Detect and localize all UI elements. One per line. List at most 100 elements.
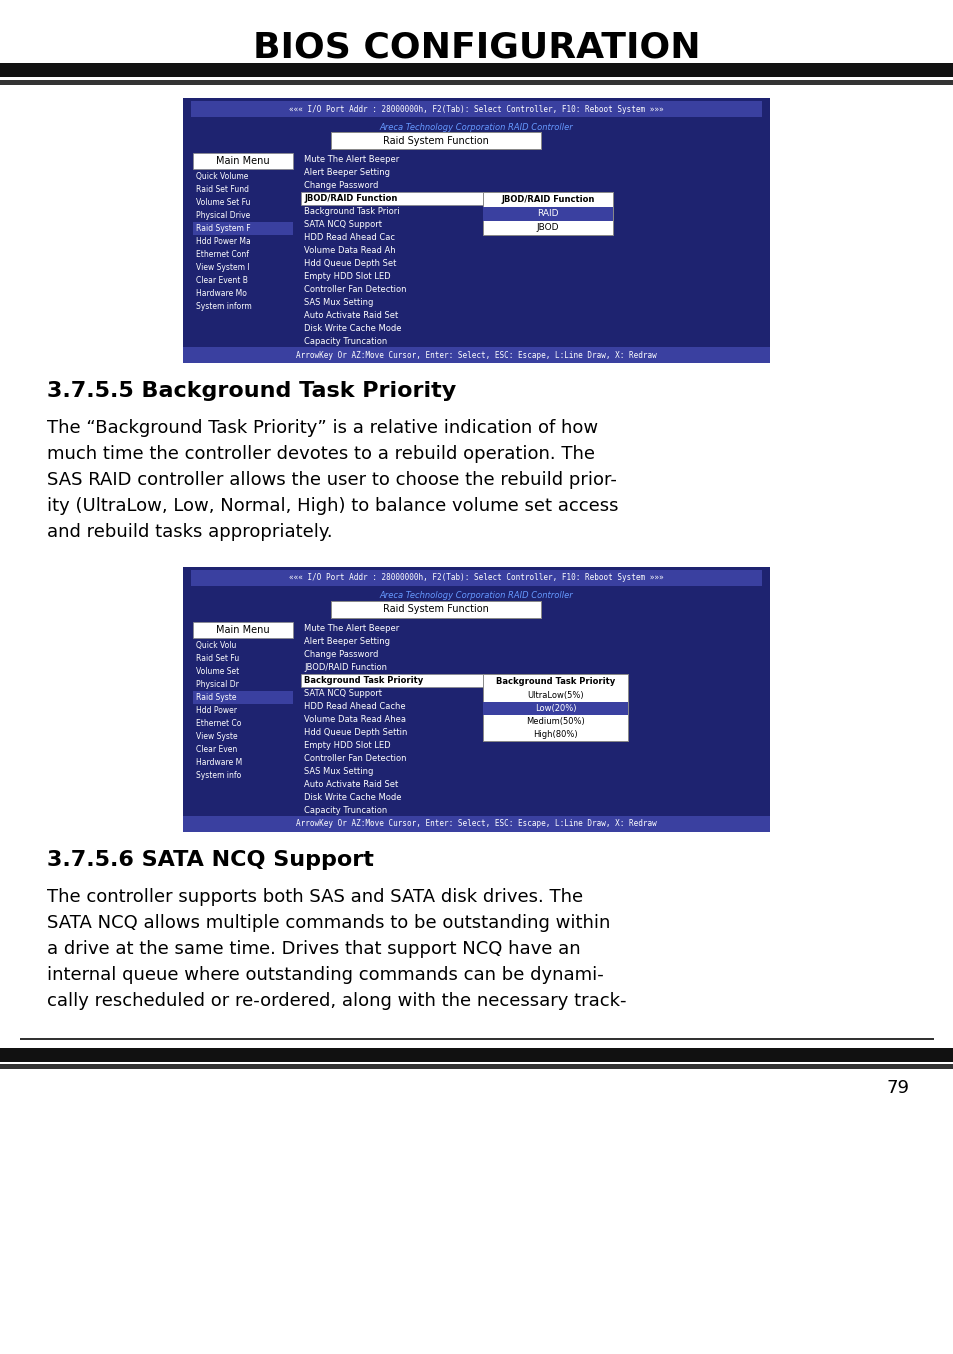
Text: Medium(50%): Medium(50%)	[525, 718, 584, 726]
Bar	[0, 80, 953, 85]
Text: Quick Volume: Quick Volume	[195, 172, 248, 181]
Bar	[0, 1064, 953, 1070]
Text: internal queue where outstanding commands can be dynami-: internal queue where outstanding command…	[47, 965, 603, 984]
Text: Raid System Function: Raid System Function	[383, 135, 489, 145]
Text: The controller supports both SAS and SATA disk drives. The: The controller supports both SAS and SAT…	[47, 888, 582, 906]
Text: SAS Mux Setting: SAS Mux Setting	[304, 298, 373, 307]
Text: JBOD/RAID Function: JBOD/RAID Function	[500, 195, 594, 204]
Text: Ethernet Co: Ethernet Co	[195, 719, 241, 728]
Bar	[301, 674, 485, 686]
Text: ity (UltraLow, Low, Normal, High) to balance volume set access: ity (UltraLow, Low, Normal, High) to bal…	[47, 497, 618, 515]
Text: The “Background Task Priority” is a relative indication of how: The “Background Task Priority” is a rela…	[47, 418, 598, 437]
Bar	[0, 64, 953, 77]
Text: JBOD/RAID Function: JBOD/RAID Function	[304, 194, 397, 203]
Text: SATA NCQ allows multiple commands to be outstanding within: SATA NCQ allows multiple commands to be …	[47, 914, 610, 932]
Bar	[183, 347, 769, 363]
Text: Quick Volu: Quick Volu	[195, 640, 236, 650]
Bar	[193, 691, 293, 704]
Text: Disk Write Cache Mode: Disk Write Cache Mode	[304, 793, 401, 802]
Bar	[301, 192, 485, 204]
Bar	[193, 222, 293, 236]
Text: Background Task Priority: Background Task Priority	[496, 677, 615, 686]
Text: Low(20%): Low(20%)	[535, 704, 576, 714]
Text: Controller Fan Detection: Controller Fan Detection	[304, 754, 406, 764]
Bar	[482, 674, 627, 741]
Text: ArrowKey Or AZ:Move Cursor, Enter: Select, ESC: Escape, L:Line Draw, X: Redraw: ArrowKey Or AZ:Move Cursor, Enter: Selec…	[295, 819, 657, 829]
Text: Volume Set Fu: Volume Set Fu	[195, 198, 251, 207]
Text: Alert Beeper Setting: Alert Beeper Setting	[304, 636, 390, 646]
Text: much time the controller devotes to a rebuild operation. The: much time the controller devotes to a re…	[47, 445, 595, 463]
Text: Capacity Truncation: Capacity Truncation	[304, 806, 387, 815]
Text: Capacity Truncation: Capacity Truncation	[304, 337, 387, 347]
Text: a drive at the same time. Drives that support NCQ have an: a drive at the same time. Drives that su…	[47, 940, 580, 959]
Text: Hdd Power: Hdd Power	[195, 705, 236, 715]
Text: View System I: View System I	[195, 263, 250, 272]
Text: BIOS CONFIGURATION: BIOS CONFIGURATION	[253, 31, 700, 65]
Bar	[0, 1048, 953, 1062]
Text: Hdd Queue Depth Settin: Hdd Queue Depth Settin	[304, 728, 407, 737]
Text: Disk Write Cache Mode: Disk Write Cache Mode	[304, 324, 401, 333]
Text: ArrowKey Or AZ:Move Cursor, Enter: Select, ESC: Escape, L:Line Draw, X: Redraw: ArrowKey Or AZ:Move Cursor, Enter: Selec…	[295, 351, 657, 360]
Text: HDD Read Ahead Cache: HDD Read Ahead Cache	[304, 701, 405, 711]
Bar	[482, 701, 627, 715]
Text: Ethernet Conf: Ethernet Conf	[195, 250, 249, 259]
Text: Main Menu: Main Menu	[216, 626, 270, 635]
Text: Hdd Power Ma: Hdd Power Ma	[195, 237, 251, 246]
Text: Raid Set Fund: Raid Set Fund	[195, 185, 249, 194]
Text: System inform: System inform	[195, 302, 252, 311]
Text: Hardware M: Hardware M	[195, 758, 242, 766]
Text: and rebuild tasks appropriately.: and rebuild tasks appropriately.	[47, 523, 333, 542]
Text: Raid Set Fu: Raid Set Fu	[195, 654, 239, 663]
Bar	[183, 567, 769, 831]
Text: View Syste: View Syste	[195, 733, 237, 741]
Text: Clear Event B: Clear Event B	[195, 276, 248, 284]
Text: High(80%): High(80%)	[533, 730, 578, 739]
Bar	[183, 97, 769, 363]
Text: Physical Drive: Physical Drive	[195, 211, 250, 219]
Bar	[193, 153, 293, 169]
Text: SATA NCQ Support: SATA NCQ Support	[304, 689, 381, 699]
Text: Areca Technology Corporation RAID Controller: Areca Technology Corporation RAID Contro…	[379, 122, 573, 131]
Bar	[331, 131, 540, 149]
Bar	[20, 1039, 933, 1040]
Bar	[331, 601, 540, 617]
Bar	[482, 192, 613, 236]
Text: Raid System Function: Raid System Function	[383, 604, 489, 615]
Bar	[193, 621, 293, 638]
Text: Raid Syste: Raid Syste	[195, 693, 236, 701]
Text: HDD Read Ahead Cac: HDD Read Ahead Cac	[304, 233, 395, 242]
Text: Empty HDD Slot LED: Empty HDD Slot LED	[304, 272, 390, 282]
Text: SATA NCQ Support: SATA NCQ Support	[304, 219, 381, 229]
Text: Empty HDD Slot LED: Empty HDD Slot LED	[304, 741, 390, 750]
Text: Main Menu: Main Menu	[216, 156, 270, 167]
Text: ««« I/O Port Addr : 28000000h, F2(Tab): Select Controller, F10: Reboot System »»: ««« I/O Port Addr : 28000000h, F2(Tab): …	[289, 104, 663, 114]
Bar	[191, 102, 761, 116]
Bar	[183, 816, 769, 831]
Text: Volume Set: Volume Set	[195, 668, 239, 676]
Text: JBOD/RAID Function: JBOD/RAID Function	[304, 663, 387, 672]
Text: Change Password: Change Password	[304, 650, 378, 659]
Text: Raid System F: Raid System F	[195, 223, 251, 233]
Text: Alert Beeper Setting: Alert Beeper Setting	[304, 168, 390, 177]
Text: Mute The Alert Beeper: Mute The Alert Beeper	[304, 624, 399, 634]
Text: Physical Dr: Physical Dr	[195, 680, 238, 689]
Text: RAID: RAID	[537, 210, 558, 218]
Text: UltraLow(5%): UltraLow(5%)	[527, 691, 583, 700]
Text: SAS RAID controller allows the user to choose the rebuild prior-: SAS RAID controller allows the user to c…	[47, 471, 617, 489]
Bar	[482, 207, 613, 221]
Text: Clear Even: Clear Even	[195, 745, 237, 754]
Text: JBOD: JBOD	[537, 223, 558, 233]
Text: 79: 79	[886, 1079, 909, 1097]
Text: Auto Activate Raid Set: Auto Activate Raid Set	[304, 311, 397, 320]
Bar	[191, 570, 761, 586]
Text: Auto Activate Raid Set: Auto Activate Raid Set	[304, 780, 397, 789]
Text: SAS Mux Setting: SAS Mux Setting	[304, 766, 373, 776]
Text: Areca Technology Corporation RAID Controller: Areca Technology Corporation RAID Contro…	[379, 592, 573, 601]
Text: System info: System info	[195, 770, 241, 780]
Text: 3.7.5.6 SATA NCQ Support: 3.7.5.6 SATA NCQ Support	[47, 850, 374, 871]
Text: Volume Data Read Ahea: Volume Data Read Ahea	[304, 715, 406, 724]
Text: Volume Data Read Ah: Volume Data Read Ah	[304, 246, 395, 255]
Text: Hdd Queue Depth Set: Hdd Queue Depth Set	[304, 259, 395, 268]
Text: Mute The Alert Beeper: Mute The Alert Beeper	[304, 154, 399, 164]
Text: cally rescheduled or re-ordered, along with the necessary track-: cally rescheduled or re-ordered, along w…	[47, 992, 626, 1010]
